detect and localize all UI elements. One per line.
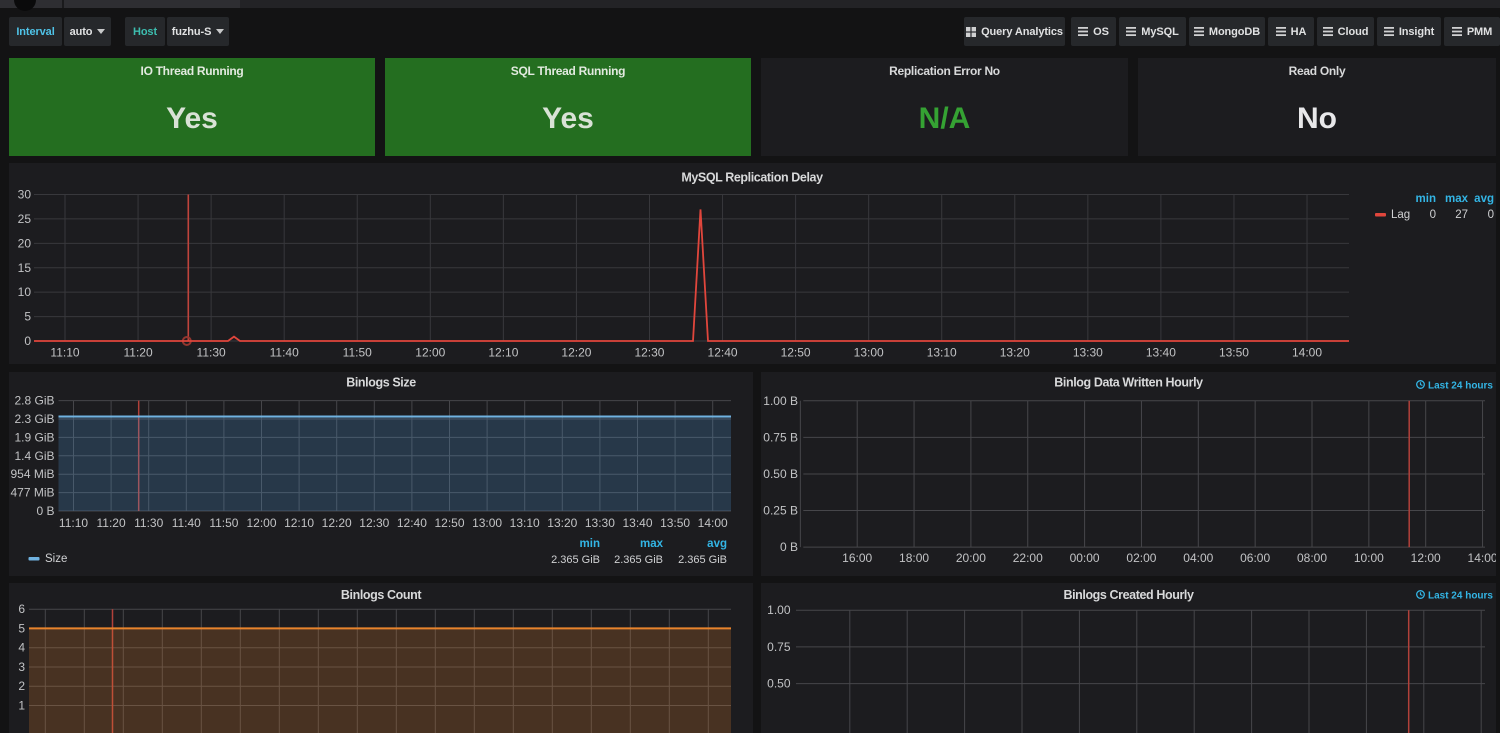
svg-text:11:50: 11:50 [343,346,372,360]
svg-text:12:00: 12:00 [246,516,276,530]
svg-text:2.8 GiB: 2.8 GiB [14,394,54,408]
svg-text:10: 10 [18,285,32,299]
svg-text:5: 5 [24,310,31,324]
svg-text:02:00: 02:00 [1126,551,1156,565]
svg-text:954 MiB: 954 MiB [10,467,54,481]
svg-text:11:30: 11:30 [134,516,163,530]
svg-text:08:00: 08:00 [1297,551,1327,565]
svg-text:12:10: 12:10 [284,516,314,530]
svg-text:11:20: 11:20 [123,346,152,360]
svg-text:13:40: 13:40 [622,516,652,530]
svg-text:avg: avg [1474,193,1494,205]
svg-text:2.365 GiB: 2.365 GiB [614,554,663,566]
svg-text:18:00: 18:00 [899,551,929,565]
svg-text:Last 24 hours: Last 24 hours [1428,381,1493,392]
svg-text:5: 5 [18,621,25,635]
svg-text:30: 30 [18,188,32,202]
svg-text:1.00: 1.00 [767,603,791,617]
svg-text:max: max [640,538,664,550]
svg-text:12:40: 12:40 [397,516,427,530]
svg-text:11:40: 11:40 [270,346,299,360]
svg-text:13:50: 13:50 [660,516,690,530]
svg-text:0 B: 0 B [36,504,54,518]
svg-text:max: max [1445,193,1469,205]
svg-text:0.75: 0.75 [767,640,791,654]
svg-text:04:00: 04:00 [1183,551,1213,565]
svg-text:12:20: 12:20 [561,346,591,360]
svg-text:Binlogs Created Hourly: Binlogs Created Hourly [1063,588,1194,602]
svg-text:0: 0 [1488,209,1494,221]
svg-text:Binlogs Size: Binlogs Size [346,376,416,390]
svg-text:Last 24 hours: Last 24 hours [1428,591,1493,602]
svg-text:min: min [580,538,600,550]
svg-text:13:20: 13:20 [547,516,577,530]
svg-text:1.00 B: 1.00 B [763,394,798,408]
svg-text:1: 1 [18,698,25,712]
svg-text:0: 0 [24,334,31,348]
svg-text:11:10: 11:10 [50,346,79,360]
svg-text:avg: avg [707,538,727,550]
svg-text:0.50 B: 0.50 B [763,467,798,481]
svg-text:12:40: 12:40 [708,346,738,360]
svg-text:20: 20 [18,236,32,250]
svg-text:12:20: 12:20 [322,516,352,530]
svg-text:20:00: 20:00 [956,551,986,565]
svg-text:13:20: 13:20 [1000,346,1030,360]
svg-text:14:00: 14:00 [1292,346,1322,360]
svg-text:MySQL Replication Delay: MySQL Replication Delay [681,171,823,185]
svg-text:Lag: Lag [1391,209,1410,221]
svg-text:10:00: 10:00 [1354,551,1384,565]
svg-text:Size: Size [45,553,67,565]
svg-text:min: min [1416,193,1436,205]
svg-text:14:00: 14:00 [1468,551,1496,565]
svg-text:2.365 GiB: 2.365 GiB [678,554,727,566]
svg-text:13:30: 13:30 [1073,346,1103,360]
svg-text:11:30: 11:30 [197,346,226,360]
svg-text:11:10: 11:10 [59,516,88,530]
svg-text:3: 3 [18,660,25,674]
svg-text:11:50: 11:50 [209,516,238,530]
svg-text:00:00: 00:00 [1070,551,1100,565]
svg-text:13:30: 13:30 [585,516,615,530]
svg-text:0.25 B: 0.25 B [763,504,798,518]
svg-text:Binlog Data Written Hourly: Binlog Data Written Hourly [1054,376,1203,390]
svg-text:0.50: 0.50 [767,677,791,691]
svg-text:1.9 GiB: 1.9 GiB [14,430,54,444]
svg-text:477 MiB: 477 MiB [10,486,54,500]
svg-text:12:50: 12:50 [781,346,811,360]
svg-text:16:00: 16:00 [842,551,872,565]
svg-text:4: 4 [18,641,25,655]
svg-text:13:00: 13:00 [472,516,502,530]
svg-text:0.75 B: 0.75 B [763,430,798,444]
svg-text:14:00: 14:00 [698,516,728,530]
svg-text:12:30: 12:30 [359,516,389,530]
svg-text:12:10: 12:10 [488,346,518,360]
svg-text:27: 27 [1455,209,1468,221]
svg-text:0: 0 [1430,209,1436,221]
svg-text:11:20: 11:20 [97,516,126,530]
svg-text:13:50: 13:50 [1219,346,1249,360]
svg-text:11:40: 11:40 [172,516,201,530]
svg-text:12:30: 12:30 [634,346,664,360]
svg-text:1.4 GiB: 1.4 GiB [14,449,54,463]
svg-text:13:40: 13:40 [1146,346,1176,360]
svg-text:25: 25 [18,212,32,226]
svg-text:Binlogs Count: Binlogs Count [341,588,422,602]
svg-text:2.3 GiB: 2.3 GiB [14,412,54,426]
svg-text:12:00: 12:00 [1411,551,1441,565]
svg-text:15: 15 [18,261,32,275]
svg-text:0 B: 0 B [780,540,798,554]
svg-text:2: 2 [18,679,25,693]
svg-text:22:00: 22:00 [1013,551,1043,565]
svg-text:2.365 GiB: 2.365 GiB [551,554,600,566]
svg-text:13:00: 13:00 [854,346,884,360]
svg-text:12:50: 12:50 [434,516,464,530]
svg-text:13:10: 13:10 [927,346,957,360]
svg-text:06:00: 06:00 [1240,551,1270,565]
svg-text:13:10: 13:10 [510,516,540,530]
svg-text:6: 6 [18,602,25,616]
svg-text:12:00: 12:00 [415,346,445,360]
